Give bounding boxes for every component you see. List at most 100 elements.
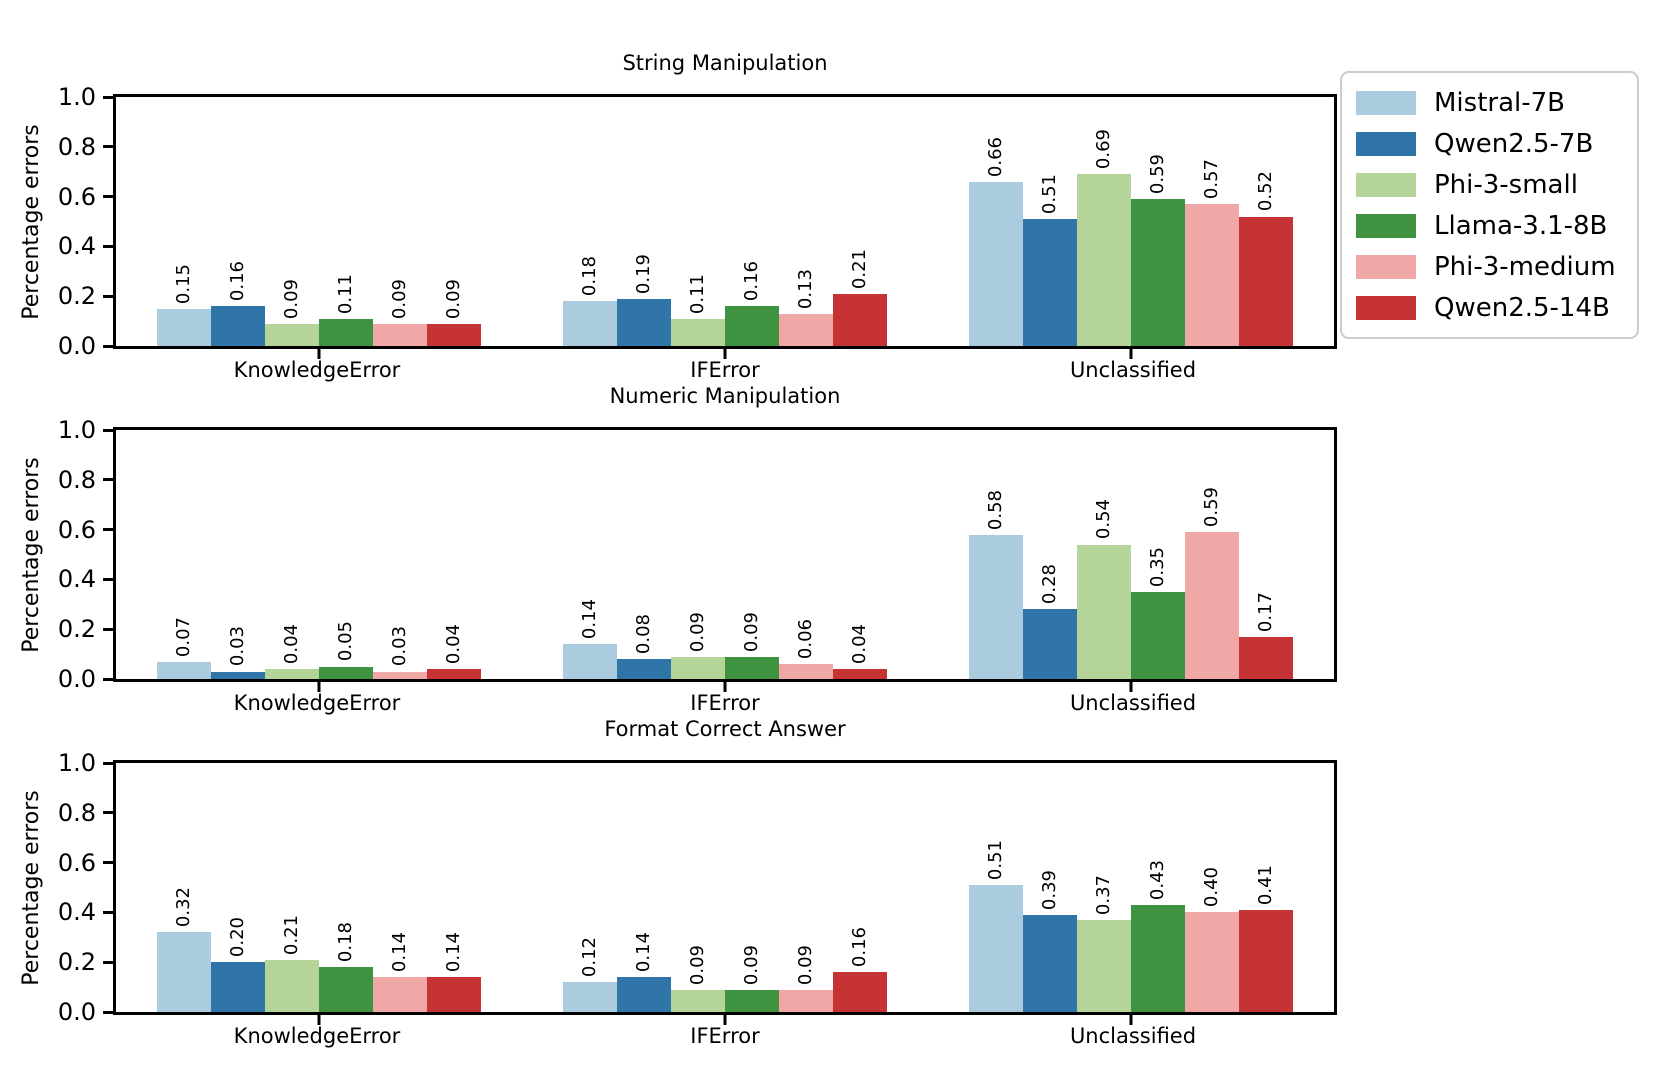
x-tick xyxy=(317,682,321,692)
bar-value-label: 0.43 xyxy=(1147,859,1168,900)
y-tick xyxy=(103,677,113,681)
spacer xyxy=(0,742,1662,760)
x-category-label: KnowledgeError xyxy=(233,358,401,382)
bar-value-label: 0.04 xyxy=(443,623,464,665)
legend-swatch xyxy=(1356,131,1416,156)
legend-swatch xyxy=(1356,295,1416,320)
chart-title: Numeric Manipulation xyxy=(609,384,841,408)
bar-value-label: 0.03 xyxy=(227,626,248,667)
bar-qwen2-5-14b: 0.04 xyxy=(427,624,481,679)
bar-value-label: 0.07 xyxy=(173,616,194,657)
y-tick xyxy=(103,478,113,482)
bar-value-label: 0.09 xyxy=(687,611,708,652)
bar-qwen2-5-7b: 0.19 xyxy=(617,254,671,346)
bar-value-label: 0.09 xyxy=(795,944,816,985)
bar-qwen2-5-14b: 0.52 xyxy=(1239,171,1293,346)
bar-value-label: 0.52 xyxy=(1255,171,1276,212)
bar-group: 0.32 0.20 0.21 0.18 0.14 0.14 xyxy=(116,763,522,1012)
y-tick xyxy=(103,761,113,765)
legend-swatch xyxy=(1356,172,1416,197)
bar-value-label: 0.13 xyxy=(795,268,816,309)
bar-mistral-7b: 0.14 xyxy=(563,599,617,679)
bar-phi-3-small: 0.09 xyxy=(265,279,319,346)
bar-value-label: 0.09 xyxy=(687,944,708,985)
bar-llama-3-1-8b: 0.18 xyxy=(319,922,373,1012)
bar-qwen2-5-14b: 0.09 xyxy=(427,279,481,346)
x-category-label: KnowledgeError xyxy=(233,1024,401,1048)
bar-groups: 0.15 0.16 0.09 0.11 0.09 0.09 0.18 0.19 0.11 0.16… xyxy=(116,97,1334,346)
chart-title: String Manipulation xyxy=(622,51,828,75)
y-tick-label: 1.0 xyxy=(57,83,96,111)
bar-value-label: 0.14 xyxy=(389,932,410,973)
legend-row: Llama-3.1-8B xyxy=(1356,205,1623,246)
y-tick-label: 1.0 xyxy=(57,749,96,777)
bar-llama-3-1-8b: 0.11 xyxy=(319,274,373,346)
bar-mistral-7b: 0.58 xyxy=(969,490,1023,679)
chart-section-string-manipulation: String Manipulation Percentage errors 0.… xyxy=(0,50,1662,383)
legend-swatch xyxy=(1356,90,1416,115)
bar-phi-3-medium: 0.13 xyxy=(779,269,833,346)
x-category-label: Unclassified xyxy=(1069,358,1197,382)
bar-phi-3-medium: 0.59 xyxy=(1185,487,1239,679)
bar-phi-3-small: 0.21 xyxy=(265,915,319,1012)
bar-phi-3-small: 0.04 xyxy=(265,624,319,679)
y-tick xyxy=(103,1010,113,1014)
bar-value-label: 0.59 xyxy=(1147,154,1168,195)
x-tick xyxy=(317,1015,321,1025)
bar-qwen2-5-14b: 0.21 xyxy=(833,249,887,346)
bar-phi-3-small: 0.09 xyxy=(671,945,725,1012)
bar-qwen2-5-7b: 0.08 xyxy=(617,614,671,679)
bar-qwen2-5-7b: 0.28 xyxy=(1023,564,1077,679)
chart-section-numeric-manipulation: Numeric Manipulation Percentage errors 0… xyxy=(0,383,1662,716)
bar-phi-3-small: 0.54 xyxy=(1077,499,1131,679)
bar-mistral-7b: 0.15 xyxy=(157,264,211,346)
y-tick-label: 0.4 xyxy=(57,898,96,927)
bar-mistral-7b: 0.12 xyxy=(563,937,617,1012)
bar-value-label: 0.14 xyxy=(579,599,600,640)
bar-group: 0.51 0.39 0.37 0.43 0.40 0.41 xyxy=(928,763,1334,1012)
bar-value-label: 0.21 xyxy=(281,914,302,955)
y-tick xyxy=(103,145,113,149)
bar-value-label: 0.11 xyxy=(687,273,708,314)
x-category-label: Unclassified xyxy=(1069,691,1197,715)
spacer xyxy=(0,409,1662,427)
x-tick xyxy=(1129,682,1133,692)
legend-row: Phi-3-medium xyxy=(1356,246,1623,287)
bar-value-label: 0.09 xyxy=(741,611,762,652)
legend-label: Phi-3-medium xyxy=(1434,251,1616,282)
x-category-label: IFError xyxy=(690,691,760,715)
x-tick xyxy=(723,1015,727,1025)
bar-value-label: 0.32 xyxy=(173,887,194,928)
bar-phi-3-medium: 0.03 xyxy=(373,626,427,679)
bar-value-label: 0.16 xyxy=(227,261,248,302)
bar-llama-3-1-8b: 0.59 xyxy=(1131,154,1185,346)
bar-phi-3-small: 0.37 xyxy=(1077,875,1131,1012)
y-tick xyxy=(103,294,113,298)
plot-area: Percentage errors 0.07 0.03 0.04 0.05 0.03 0.… xyxy=(19,418,1337,692)
bar-llama-3-1-8b: 0.05 xyxy=(319,621,373,679)
bar-qwen2-5-14b: 0.14 xyxy=(427,932,481,1012)
legend: Mistral-7B Qwen2.5-7B Phi-3-small Llama-3.1… xyxy=(1340,71,1639,339)
bar-value-label: 0.11 xyxy=(335,273,356,314)
y-tick-label: 0.0 xyxy=(57,665,96,693)
bar-qwen2-5-14b: 0.41 xyxy=(1239,865,1293,1012)
bar-value-label: 0.19 xyxy=(633,253,654,294)
y-tick xyxy=(103,811,113,815)
bar-value-label: 0.14 xyxy=(443,932,464,973)
bar-value-label: 0.16 xyxy=(741,261,762,302)
bar-value-label: 0.04 xyxy=(849,623,870,665)
bar-value-label: 0.59 xyxy=(1201,487,1222,528)
bar-qwen2-5-14b: 0.17 xyxy=(1239,592,1293,679)
x-tick xyxy=(723,349,727,359)
bar-value-label: 0.69 xyxy=(1093,129,1114,170)
bar-phi-3-medium: 0.57 xyxy=(1185,159,1239,346)
bar-group: 0.66 0.51 0.69 0.59 0.57 0.52 xyxy=(928,97,1334,346)
x-category-label: IFError xyxy=(690,358,760,382)
y-tick xyxy=(103,577,113,581)
bar-value-label: 0.39 xyxy=(1039,869,1060,910)
bar-group: 0.14 0.08 0.09 0.09 0.06 0.04 xyxy=(522,430,928,679)
bar-value-label: 0.28 xyxy=(1039,564,1060,605)
y-axis-label: Percentage errors xyxy=(19,123,44,320)
legend-row: Qwen2.5-7B xyxy=(1356,123,1623,164)
bar-phi-3-small: 0.09 xyxy=(671,612,725,679)
